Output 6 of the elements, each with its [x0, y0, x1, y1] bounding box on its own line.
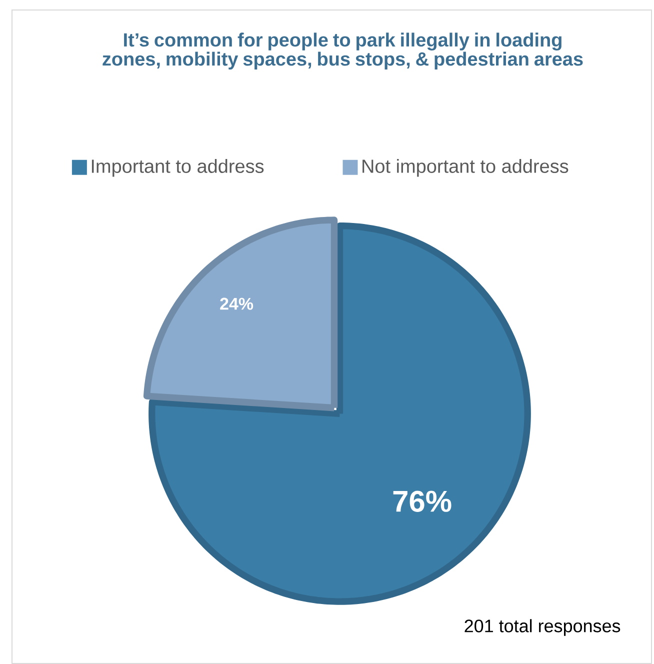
data-label: 76%	[394, 490, 452, 512]
data-label: 24%	[220, 298, 254, 310]
chart-title: It’s common for people to park illegally in loading zones, mobility spaces, bus stops, & pedestrian areas	[102, 32, 584, 70]
text: 201 total responses	[464, 619, 620, 636]
legend-label: Not important to address	[362, 159, 568, 177]
legend-label: Important to address	[92, 159, 264, 177]
